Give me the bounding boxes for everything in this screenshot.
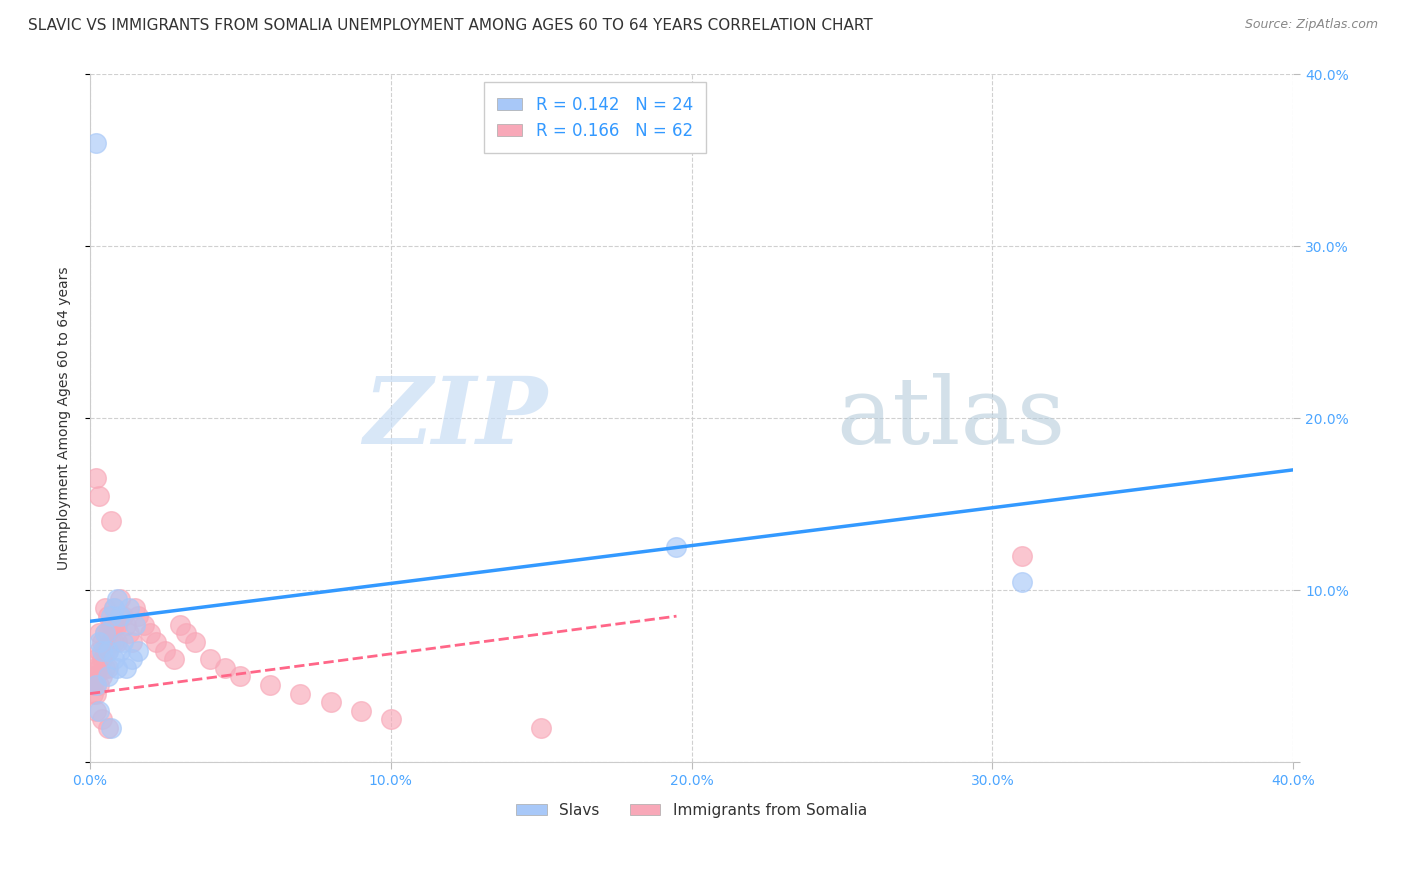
Point [91, 643, 114, 657]
Point [200, 652, 222, 666]
Point [108, 609, 131, 624]
Point [108, 609, 131, 624]
Point [153, 643, 176, 657]
Text: Source: ZipAtlas.com: Source: ZipAtlas.com [1244, 18, 1378, 31]
Point [259, 678, 281, 692]
Point [100, 515, 122, 529]
Point [100, 635, 122, 649]
Point [127, 643, 149, 657]
Point [97, 669, 120, 683]
Point [214, 661, 236, 675]
Point [91, 713, 114, 727]
Point [1011, 549, 1033, 563]
Point [115, 661, 138, 675]
Point [127, 609, 149, 624]
Point [139, 626, 162, 640]
Point [87, 678, 110, 692]
Point [91, 669, 114, 683]
Legend: Slavs, Immigrants from Somalia: Slavs, Immigrants from Somalia [510, 797, 873, 823]
Point [350, 704, 373, 718]
Point [87, 661, 110, 675]
Point [97, 626, 120, 640]
Point [82, 678, 104, 692]
Point [103, 600, 125, 615]
Point [97, 661, 120, 675]
Point [97, 609, 120, 624]
Point [103, 652, 125, 666]
Point [105, 661, 128, 675]
Point [94, 661, 117, 675]
Point [97, 643, 120, 657]
Point [84, 669, 107, 683]
Point [94, 600, 117, 615]
Point [174, 626, 197, 640]
Point [111, 609, 134, 624]
Text: ZIP: ZIP [363, 373, 547, 463]
Point [91, 635, 114, 649]
Point [108, 591, 131, 606]
Point [169, 617, 191, 632]
Point [1011, 574, 1033, 589]
Point [290, 687, 312, 701]
Point [100, 721, 122, 735]
Point [665, 541, 688, 555]
Point [115, 617, 138, 632]
Point [105, 591, 128, 606]
Point [184, 635, 207, 649]
Point [163, 652, 186, 666]
Text: SLAVIC VS IMMIGRANTS FROM SOMALIA UNEMPLOYMENT AMONG AGES 60 TO 64 YEARS CORRELA: SLAVIC VS IMMIGRANTS FROM SOMALIA UNEMPL… [28, 18, 873, 33]
Point [84, 687, 107, 701]
Point [124, 600, 146, 615]
Point [87, 489, 110, 503]
Point [100, 609, 122, 624]
Point [97, 721, 120, 735]
Point [94, 643, 117, 657]
Point [82, 687, 104, 701]
Point [82, 669, 104, 683]
Point [103, 635, 125, 649]
Point [105, 635, 128, 649]
Point [103, 600, 125, 615]
Point [91, 652, 114, 666]
Point [118, 626, 141, 640]
Point [124, 617, 146, 632]
Point [103, 617, 125, 632]
Point [84, 136, 107, 150]
Point [87, 704, 110, 718]
Text: atlas: atlas [837, 373, 1066, 463]
Point [530, 721, 553, 735]
Point [100, 617, 122, 632]
Point [108, 643, 131, 657]
Point [87, 643, 110, 657]
Point [94, 626, 117, 640]
Point [121, 635, 143, 649]
Point [84, 704, 107, 718]
Point [105, 617, 128, 632]
Point [118, 600, 141, 615]
Point [84, 661, 107, 675]
Point [84, 678, 107, 692]
Point [380, 713, 402, 727]
Point [84, 678, 107, 692]
Point [84, 471, 107, 485]
Point [145, 635, 167, 649]
Point [229, 669, 252, 683]
Point [319, 695, 342, 709]
Point [121, 652, 143, 666]
Y-axis label: Unemployment Among Ages 60 to 64 years: Unemployment Among Ages 60 to 64 years [58, 267, 72, 570]
Point [97, 643, 120, 657]
Point [111, 635, 134, 649]
Point [132, 617, 155, 632]
Point [87, 626, 110, 640]
Point [84, 652, 107, 666]
Point [87, 635, 110, 649]
Point [94, 626, 117, 640]
